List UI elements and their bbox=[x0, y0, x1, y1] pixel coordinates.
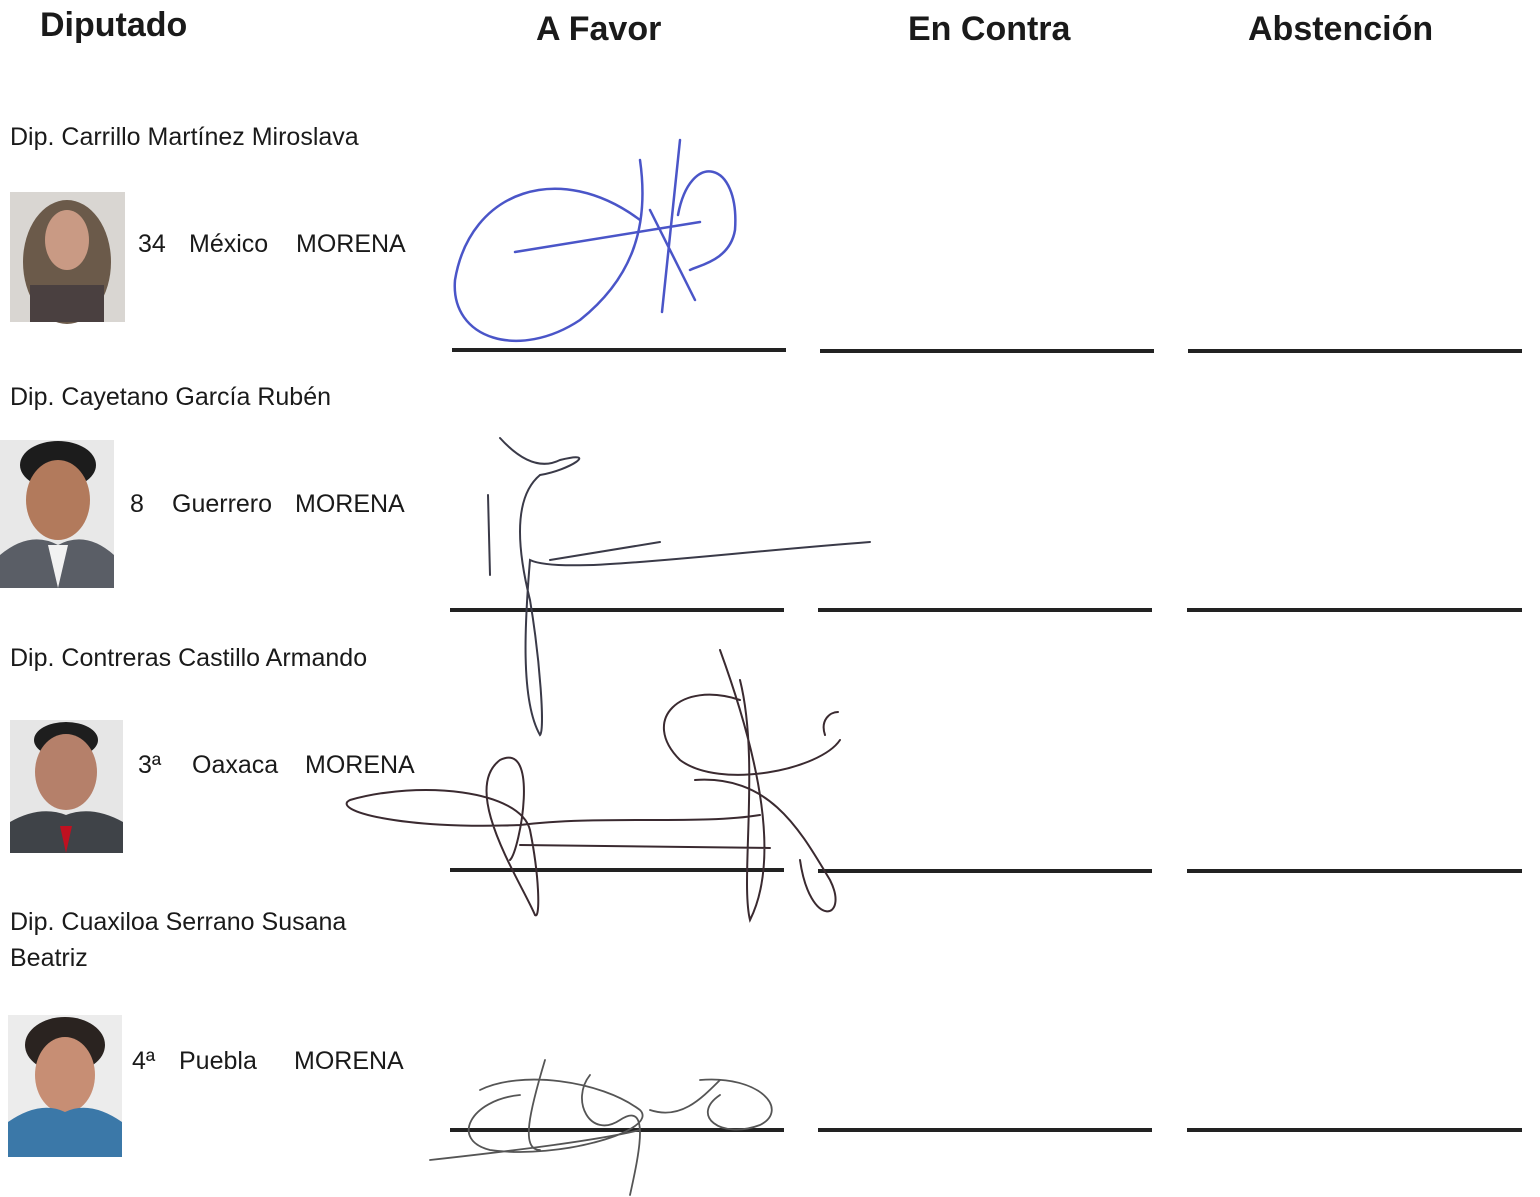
state: México bbox=[189, 230, 269, 258]
party: MORENA bbox=[296, 230, 406, 258]
district: 8 bbox=[130, 490, 144, 518]
deputy-name: Dip. Cuaxiloa Serrano Susana Beatriz bbox=[10, 908, 347, 972]
party: MORENA bbox=[305, 751, 415, 779]
state: Guerrero bbox=[172, 490, 273, 518]
signature-lines bbox=[450, 348, 1522, 1132]
state: Puebla bbox=[179, 1047, 257, 1075]
column-header: Abstención bbox=[1248, 10, 1434, 48]
deputy-name: Dip. Carrillo Martínez Miroslava bbox=[10, 123, 359, 151]
district: 3ª bbox=[138, 751, 162, 779]
photo bbox=[0, 440, 114, 588]
photo bbox=[8, 1015, 122, 1157]
column-header: A Favor bbox=[536, 10, 662, 48]
deputy-name: Dip. Contreras Castillo Armando bbox=[10, 644, 368, 672]
district: 34 bbox=[138, 230, 166, 258]
column-header: En Contra bbox=[908, 10, 1071, 48]
district: 4ª bbox=[132, 1047, 156, 1075]
state: Oaxaca bbox=[192, 751, 279, 779]
party: MORENA bbox=[294, 1047, 404, 1075]
photo bbox=[10, 720, 123, 853]
photo bbox=[10, 192, 125, 324]
deputy-name: Dip. Cayetano García Rubén bbox=[10, 383, 332, 411]
column-header: Diputado bbox=[40, 6, 188, 44]
party: MORENA bbox=[295, 490, 405, 518]
signature bbox=[345, 138, 871, 1196]
